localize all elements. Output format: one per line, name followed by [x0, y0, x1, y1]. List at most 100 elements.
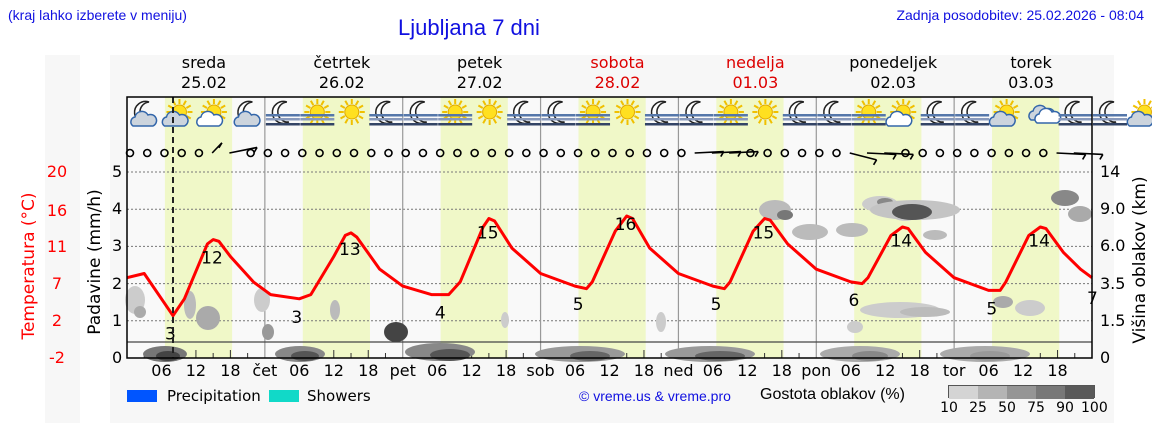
cloud-blob	[501, 312, 509, 328]
calm-wind-marker	[332, 148, 342, 158]
calm-wind-marker	[746, 148, 755, 158]
moon-fog-icon	[782, 100, 817, 126]
cloud-blob	[330, 300, 340, 320]
sun-cloud-icon	[196, 99, 227, 127]
day-name: petek	[456, 53, 503, 72]
sun-fog-icon	[438, 99, 473, 126]
moon-fog-icon	[1093, 100, 1127, 126]
cloud-blob	[196, 306, 220, 330]
calm-wind-marker	[1004, 148, 1014, 158]
hour-tick: 18	[633, 361, 655, 380]
cloud-blob	[262, 324, 274, 340]
hour-tick: 18	[1047, 361, 1068, 380]
wind-barb	[229, 146, 258, 154]
day-short-tick: ned	[663, 361, 694, 380]
density-swatch	[1065, 386, 1094, 399]
day-name: ponedeljek	[849, 53, 938, 72]
day-date: 03.03	[1008, 73, 1054, 92]
cloud-height-tick: 9.0	[1100, 199, 1126, 219]
sun-fog-icon	[713, 99, 748, 126]
hour-tick: 06	[289, 361, 310, 380]
density-level-label: 90	[1056, 400, 1074, 416]
calm-wind-marker	[177, 148, 186, 158]
cloud-blob	[291, 351, 319, 361]
cloud-blob	[430, 349, 470, 361]
calm-wind-marker	[556, 148, 566, 158]
calm-wind-marker	[453, 148, 462, 158]
day-name: torek	[1010, 53, 1052, 72]
calm-wind-marker	[573, 148, 583, 158]
calm-wind-marker	[418, 148, 428, 158]
day-short-tick: pet	[389, 361, 416, 380]
last-updated: Zadnja posodobitev: 25.02.2026 - 08:04	[896, 7, 1144, 23]
moon-fog-icon	[403, 100, 438, 126]
sun-cloud-icon	[885, 99, 917, 127]
hour-tick: 18	[495, 361, 517, 380]
calm-wind-marker	[142, 148, 152, 158]
temperature-tick: -2	[49, 348, 65, 367]
hour-tick: 12	[323, 361, 344, 380]
cloud-blob	[695, 351, 745, 361]
copyright-link[interactable]: © vreme.us & vreme.pro	[579, 388, 731, 404]
hour-tick: 18	[909, 361, 930, 380]
day-name: sobota	[590, 53, 645, 72]
sun-icon	[614, 99, 641, 125]
temp-max-label: 14	[1028, 232, 1050, 252]
temperature-tick: 16	[46, 201, 68, 220]
temperature-axis-panel	[45, 55, 80, 423]
day-date: 26.02	[318, 73, 365, 92]
cloud-blob	[1051, 190, 1079, 206]
precipitation-tick: 2	[112, 273, 123, 293]
moon-fog-icon	[1058, 100, 1093, 126]
hour-tick: 18	[771, 361, 792, 380]
cloud-blob	[852, 351, 888, 361]
cloud-height-tick: 0	[1100, 348, 1111, 367]
cloud-blob	[777, 210, 793, 220]
density-swatch	[949, 386, 978, 399]
cloud-icon	[1028, 104, 1062, 124]
day-date: 02.03	[870, 73, 917, 92]
showers-legend-label: Showers	[307, 387, 371, 405]
cloud-density-title: Gostota oblakov (%)	[760, 386, 905, 403]
calm-wind-marker	[901, 148, 910, 158]
cloud-blob	[1015, 300, 1045, 316]
temperature-tick: 11	[46, 237, 68, 256]
moon-fog-icon	[265, 100, 300, 126]
temperature-tick: 2	[51, 311, 63, 330]
moon-cloud-icon	[130, 100, 158, 127]
cloud-height-tick: 6.0	[1100, 236, 1126, 256]
precipitation-tick: 3	[112, 236, 123, 256]
calm-wind-marker	[918, 148, 927, 158]
calm-wind-marker	[539, 148, 548, 158]
density-level-label: 25	[969, 400, 987, 416]
density-swatch	[978, 386, 1007, 399]
day-name: četrtek	[313, 53, 371, 72]
daylight-band	[440, 97, 508, 358]
hour-tick: 12	[737, 361, 758, 380]
temperature-tick: 20	[46, 162, 68, 181]
day-date: 01.03	[732, 73, 779, 92]
wind-barb	[694, 150, 724, 154]
density-swatch	[1007, 386, 1036, 399]
temp-min-label: 5	[986, 299, 997, 319]
cloud-blob	[836, 223, 868, 237]
temperature-line	[126, 214, 1093, 318]
calm-wind-marker	[952, 148, 962, 158]
day-date: 25.02	[181, 73, 227, 92]
calm-wind-marker	[935, 148, 945, 158]
calm-wind-marker	[763, 148, 772, 158]
moon-fog-icon	[644, 100, 679, 126]
calm-wind-marker	[487, 148, 497, 158]
temp-max-label: 15	[753, 223, 775, 243]
calm-wind-marker	[970, 148, 979, 158]
calm-wind-marker	[590, 148, 600, 158]
moon-fog-icon	[369, 100, 404, 126]
cloud-blob	[134, 306, 146, 318]
hour-tick: 06	[564, 361, 586, 380]
precipitation-tick: 1	[112, 310, 123, 330]
daylight-bands	[127, 97, 1092, 358]
calm-wind-marker	[298, 148, 307, 158]
wind-barbs-row	[125, 142, 1104, 166]
cloud-blob	[923, 230, 947, 240]
